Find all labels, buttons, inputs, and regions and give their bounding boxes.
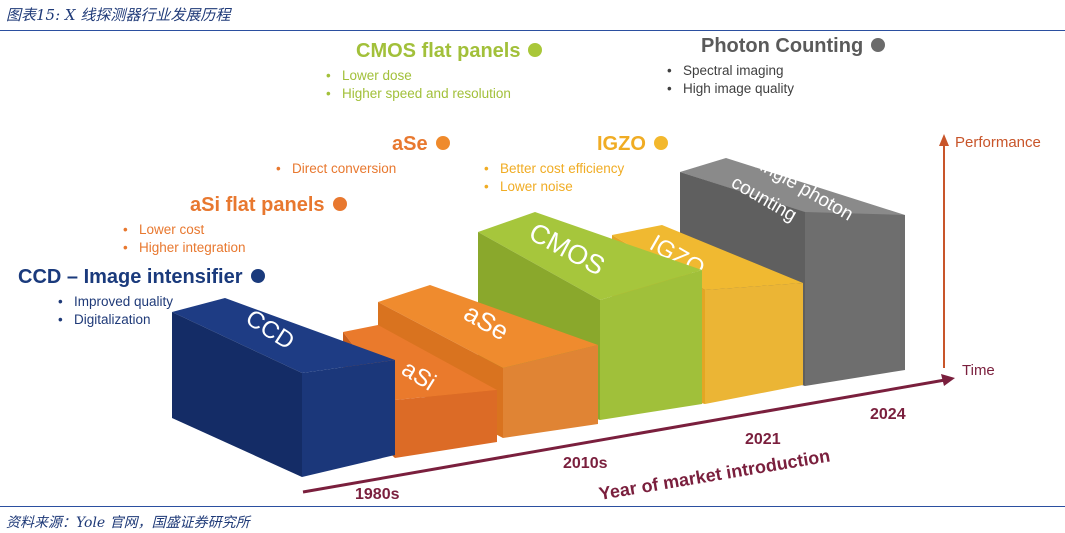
tech-asi-bullet-1: • Lower cost — [123, 222, 205, 237]
tech-igzo: IGZO • Better cost efficiency • Lower nois… — [484, 133, 668, 196]
tech-photon-title: Photon Counting — [701, 35, 886, 58]
tech-photon-bullet-2: • High image quality — [667, 81, 795, 96]
tech-asi-bullet-2: • Higher integration — [123, 240, 246, 255]
tech-ase-dot — [435, 135, 450, 150]
tech-cmos-bullet-1: • Lower dose — [326, 68, 412, 83]
tech-cmos-title-text: CMOS flat panels — [356, 40, 521, 62]
tech-photon-bullet-1: • Spectral imaging — [667, 63, 784, 78]
tech-igzo-title: IGZO — [597, 133, 668, 156]
tech-ccd-bullet-1: • Improved quality — [58, 294, 174, 309]
tech-cmos-bullet-2: • Higher speed and resolution — [326, 86, 511, 101]
tech-ccd: CCD – Image intensifier • Improved qualit… — [18, 266, 265, 329]
performance-label: Performance — [955, 134, 1041, 151]
tech-ccd-bullet-2: • Digitalization — [58, 312, 151, 327]
performance-axis — [939, 134, 949, 368]
tech-asi: aSi flat panels • Lower cost • Higher inte… — [123, 194, 347, 257]
time-label: Time — [962, 362, 995, 379]
tech-ase-bullet-1: • Direct conversion — [276, 161, 397, 176]
tech-ase-title: aSe — [392, 133, 450, 156]
caption-rule — [0, 30, 1065, 31]
year-2024: 2024 — [870, 406, 906, 423]
tech-igzo-title-text: IGZO — [597, 133, 646, 155]
ccd-block: CCD — [172, 298, 395, 477]
time-axis — [302, 374, 955, 494]
tech-ase: aSe • Direct conversion — [276, 133, 450, 178]
tech-ccd-title: CCD – Image intensifier — [18, 266, 265, 289]
tech-cmos-title: CMOS flat panels — [356, 40, 543, 63]
year-1980s: 1980s — [355, 486, 400, 503]
tech-igzo-dot — [653, 135, 668, 150]
tech-photon: Photon Counting • Spectral imaging • High … — [667, 35, 886, 98]
tech-ccd-title-text: CCD – Image intensifier — [18, 266, 243, 288]
x-axis-title: Year of market introduction — [597, 446, 831, 504]
year-2010s: 2010s — [563, 455, 608, 472]
tech-photon-dot — [871, 37, 886, 52]
tech-ase-title-text: aSe — [392, 133, 428, 155]
year-2021: 2021 — [745, 431, 781, 448]
source-rule — [0, 506, 1065, 507]
tech-asi-title-text: aSi flat panels — [190, 194, 325, 216]
figure-caption: 图表15: X 线探测器行业发展历程 — [6, 6, 231, 24]
tech-photon-title-text: Photon Counting — [701, 35, 864, 57]
tech-cmos: CMOS flat panels • Lower dose • Higher spe… — [326, 40, 543, 103]
source-note: 资料来源：Yole 官网，国盛证券研究所 — [6, 515, 250, 531]
tech-igzo-bullet-1: • Better cost efficiency — [484, 161, 625, 176]
tech-asi-dot — [332, 196, 347, 211]
tech-cmos-dot — [528, 42, 543, 57]
tech-ccd-dot — [250, 268, 265, 283]
tech-asi-title: aSi flat panels — [190, 194, 347, 217]
tech-igzo-bullet-2: • Lower noise — [484, 179, 573, 194]
